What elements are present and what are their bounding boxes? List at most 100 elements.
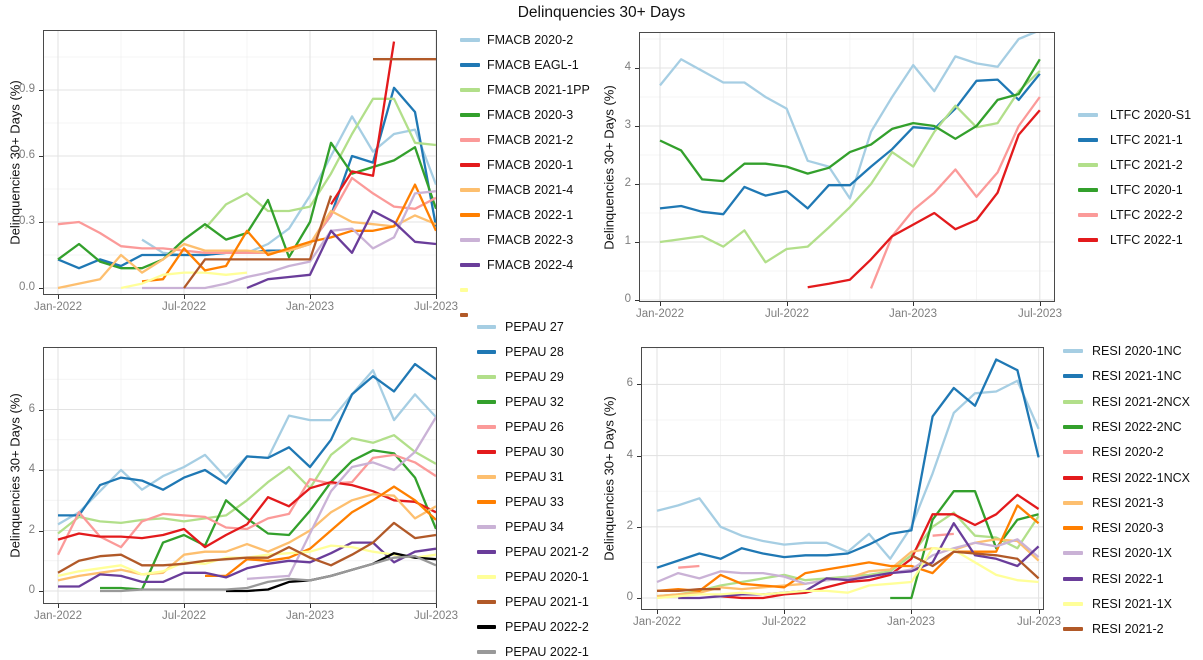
y-tick-mark [39,222,43,223]
y-tick-label: 0 [624,293,631,305]
legend-item-resi-2020-1x: RESI 2020-1X [1063,545,1172,561]
x-tick-mark [913,302,914,306]
legend-item-fmacb-2021-1pp: FMACB 2021-1PP [460,82,590,98]
y-tick-label: 0 [28,584,35,596]
series-line-pepau-32 [100,449,437,591]
x-tick-label: Jul-2023 [1016,616,1062,628]
legend-item-fmacb-eagl-1: FMACB EAGL-1 [460,57,579,73]
legend-key-swatch [1063,450,1083,454]
series-line-resi-2020-1nc [656,379,1040,560]
legend-item-ltfc-2021-1: LTFC 2021-1 [1078,132,1183,148]
series-line-resi-2021-2 [657,587,721,593]
y-tick-mark [39,531,43,532]
x-tick-mark [1040,302,1041,306]
legend-label: FMACB 2021-2 [487,133,574,147]
x-tick-mark [310,604,311,608]
x-tick-label: Jul-2022 [761,616,807,628]
series-line-pepau-30 [57,480,437,549]
legend-item-pepau-28: PEPAU 28 [477,344,564,360]
legend-item-resi-2021-2: RESI 2021-2 [1063,621,1164,637]
ltfc-plot-area [639,32,1055,302]
series-line-resi-2021-2 [910,550,1040,580]
series-line-fmacb-2021-4 [57,209,437,290]
legend-label: RESI 2022-2NC [1092,420,1182,434]
legend-item-resi-2022-2nc: RESI 2022-2NC [1063,419,1182,435]
x-tick-mark [58,604,59,608]
legend-item-unlabeled [460,282,468,298]
legend-item-pepau-2021-2: PEPAU 2021-2 [477,544,589,560]
legend-label: RESI 2020-3 [1092,521,1164,535]
legend-item-resi-2021-3: RESI 2021-3 [1063,495,1164,511]
y-tick-mark [637,527,641,528]
y-tick-label: 6 [28,403,35,415]
legend-item-pepau-27: PEPAU 27 [477,319,564,335]
x-tick-label: Jan-2023 [286,610,334,622]
legend-key-swatch [1063,476,1083,480]
series-line-resi-2021-1nc [656,358,1040,569]
series-line-resi-2020-2 [932,532,954,537]
legend-item-pepau-29: PEPAU 29 [477,369,564,385]
series-line-pepau-26 [56,453,437,556]
legend-item-resi-2021-1nc: RESI 2021-1NC [1063,368,1182,384]
y-tick-label: 0.3 [19,215,35,227]
series-line-pepau-33 [205,485,437,578]
legend-label: RESI 2021-2 [1092,622,1164,636]
legend-key-swatch [1063,400,1083,404]
legend-key-swatch [460,38,480,42]
legend-label: RESI 2022-1NCX [1092,471,1190,485]
x-tick-label: Jan-2022 [34,301,82,313]
legend-label: FMACB EAGL-1 [487,58,579,72]
series-line-ltfc-2022-1 [807,109,1041,289]
y-tick-label: 4 [624,61,631,73]
x-tick-label: Jul-2022 [161,301,207,313]
panel-border [641,347,1044,610]
legend-label: PEPAU 2020-1 [505,570,589,584]
series-line-resi-2020-3 [656,504,1040,593]
x-tick-mark [784,610,785,614]
legend-key-swatch [1078,238,1098,242]
legend-label: LTFC 2022-1 [1110,233,1183,247]
x-tick-mark [657,610,658,614]
legend-item-resi-2021-1x: RESI 2021-1X [1063,596,1172,612]
panel-border [43,347,437,604]
y-tick-label: 2 [626,520,633,532]
x-tick-mark [660,302,661,306]
legend-item-pepau-2022-1: PEPAU 2022-1 [477,644,589,660]
legend-item-resi-2021-2ncx: RESI 2021-2NCX [1063,394,1190,410]
legend-item-fmacb-2020-3: FMACB 2020-3 [460,107,573,123]
legend-label: PEPAU 32 [505,395,564,409]
y-tick-mark [39,90,43,91]
legend-label: RESI 2020-1NC [1092,344,1182,358]
legend-label: RESI 2021-1X [1092,597,1172,611]
y-tick-mark [635,126,639,127]
y-tick-label: 6 [626,377,633,389]
x-tick-label: Jan-2022 [633,616,681,628]
x-tick-mark [184,604,185,608]
legend-label: RESI 2021-1NC [1092,369,1182,383]
legend-item-resi-2022-1: RESI 2022-1 [1063,571,1164,587]
panel-border [639,32,1055,302]
pepau-chart-panel: 0 2 4 6 Jan-2022 Jul-2022 Jan-2023 Jul-2023 [1,347,458,634]
legend-label: PEPAU 31 [505,470,564,484]
legend-label: LTFC 2021-2 [1110,158,1183,172]
y-tick-mark [637,384,641,385]
x-tick-mark [911,610,912,614]
legend-label: FMACB 2022-4 [487,258,574,272]
x-tick-label: Jan-2022 [34,610,82,622]
legend-key-swatch [460,163,480,167]
legend-item-fmacb-2020-1: FMACB 2020-1 [460,157,573,173]
ltfc-chart-panel: 0 1 2 3 4 Jan-2022 Jul-2022 Jan-2023 Jul-2023 [597,32,1073,332]
legend-key-swatch [477,325,496,329]
legend-key-swatch [477,625,496,629]
legend-item-pepau-2020-1: PEPAU 2020-1 [477,569,589,585]
y-tick-mark [637,456,641,457]
y-tick-mark [635,68,639,69]
legend-key-swatch [1063,349,1083,353]
y-tick-label: 4 [626,449,633,461]
legend-label: PEPAU 29 [505,370,564,384]
x-tick-label: Jul-2022 [764,308,810,320]
series-line-pepau-29 [57,434,437,535]
legend-key-swatch [477,425,496,429]
series-line-pepau-2021-1 [57,521,437,574]
series-line-fmacb-2020-1 [330,41,396,206]
